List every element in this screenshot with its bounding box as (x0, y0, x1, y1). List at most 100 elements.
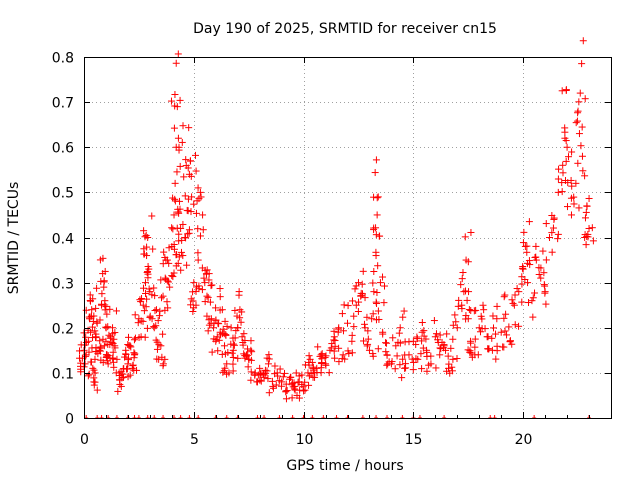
data-point (141, 279, 149, 287)
data-point (238, 308, 246, 316)
data-point (163, 298, 171, 306)
zero-point (114, 415, 119, 419)
data-point (548, 212, 556, 220)
data-point (578, 152, 586, 160)
data-point (474, 351, 482, 359)
data-point (229, 367, 237, 375)
data-point (221, 342, 229, 350)
data-point (124, 354, 132, 362)
data-point (500, 314, 508, 322)
x-tick-label: 0 (80, 432, 89, 448)
data-point (93, 318, 101, 326)
data-point (436, 331, 444, 339)
data-point (189, 307, 197, 315)
data-point (394, 338, 402, 346)
data-point (423, 352, 431, 360)
data-point (318, 359, 326, 367)
axis-ticks (84, 57, 611, 419)
data-point (414, 355, 422, 363)
data-points (76, 37, 597, 419)
data-point (308, 358, 316, 366)
data-point (194, 249, 202, 257)
data-point (304, 369, 312, 377)
data-point (358, 280, 366, 288)
data-point (510, 301, 518, 309)
data-point (418, 337, 426, 345)
data-point (109, 324, 117, 332)
data-point (155, 312, 163, 320)
data-point (361, 294, 369, 302)
data-point (172, 262, 180, 270)
data-point (173, 103, 181, 111)
data-point (360, 337, 368, 345)
data-point (135, 334, 143, 342)
data-point (577, 142, 585, 150)
data-point (449, 355, 457, 363)
data-point (215, 320, 223, 328)
data-point (187, 172, 195, 180)
data-point (97, 300, 105, 308)
data-point (519, 239, 527, 247)
data-point (204, 327, 212, 335)
data-point (340, 301, 348, 309)
data-point (373, 289, 381, 297)
data-point (420, 327, 428, 335)
data-point (170, 211, 178, 219)
data-point (154, 317, 162, 325)
data-point (364, 340, 372, 348)
data-point (325, 369, 333, 377)
data-point (105, 331, 113, 339)
data-point (369, 310, 377, 318)
data-point (523, 248, 531, 256)
data-point (233, 312, 241, 320)
data-point (453, 324, 461, 332)
data-point (521, 243, 529, 251)
data-point (309, 373, 317, 381)
data-point (508, 296, 516, 304)
data-point (360, 320, 368, 328)
data-point (159, 360, 167, 368)
data-point (546, 234, 554, 241)
data-point (85, 370, 93, 378)
data-point (225, 369, 233, 377)
data-point (111, 329, 119, 337)
data-point (493, 302, 501, 310)
data-point (561, 134, 569, 142)
zero-point (145, 415, 150, 419)
data-point (459, 269, 467, 277)
data-point (582, 208, 590, 216)
data-point (99, 358, 107, 366)
data-point (541, 288, 549, 296)
data-point (359, 267, 367, 275)
data-point (203, 292, 211, 300)
data-point (190, 200, 198, 208)
data-point (93, 284, 101, 292)
data-point (481, 325, 489, 333)
data-point (176, 197, 184, 205)
data-point (223, 322, 231, 330)
x-axis-title: GPS time / hours (286, 458, 403, 474)
data-point (542, 220, 550, 228)
data-point (348, 337, 356, 345)
data-point (171, 91, 179, 99)
data-point (563, 143, 571, 151)
data-point (558, 188, 566, 196)
data-point (412, 355, 420, 363)
data-point (511, 321, 519, 329)
data-point (77, 341, 85, 349)
data-point (177, 224, 185, 232)
data-point (374, 193, 382, 201)
data-point (256, 376, 264, 384)
data-point (585, 224, 593, 232)
zero-point (262, 415, 267, 419)
zero-point (400, 415, 405, 419)
data-point (200, 274, 208, 282)
data-point (229, 334, 237, 342)
data-point (186, 157, 194, 165)
data-point (375, 232, 383, 240)
data-point (561, 128, 569, 136)
data-point (247, 346, 255, 354)
data-point (80, 329, 88, 337)
data-point (314, 343, 322, 351)
